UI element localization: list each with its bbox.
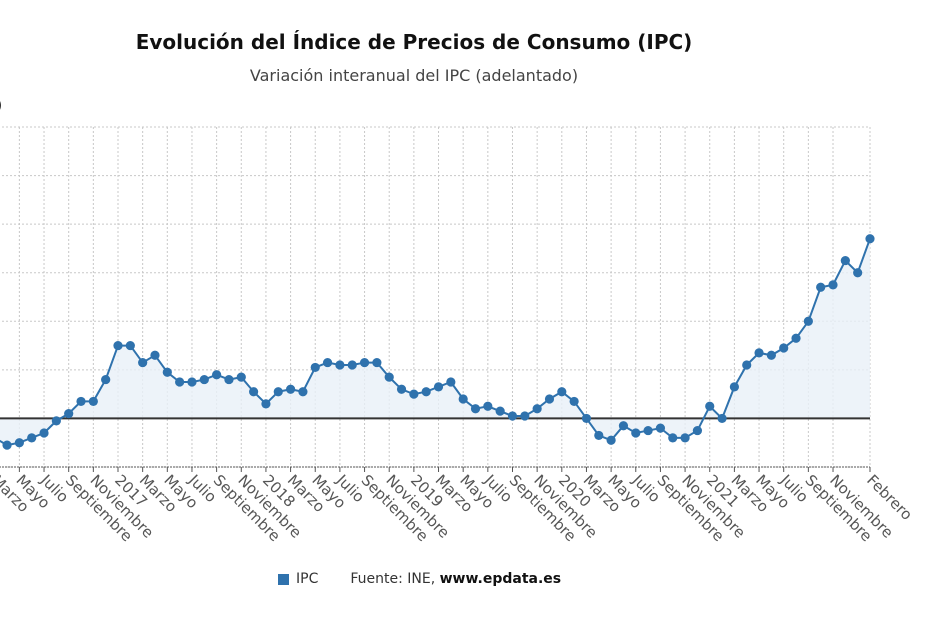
data-point [840,255,850,266]
data-point [175,377,185,387]
data-point [396,384,407,394]
data-point [27,433,37,443]
data-point [310,362,320,373]
source-note: Fuente: INE, www.epdata.es [350,571,561,587]
data-point [101,374,111,385]
data-point [692,425,703,436]
data-point [409,389,419,399]
data-point [212,370,222,380]
data-point [606,435,616,445]
data-point [791,333,801,343]
data-point [680,433,690,443]
data-point [372,357,382,368]
data-point [742,360,752,370]
data-point [532,404,542,414]
data-point [520,411,530,421]
data-point [2,440,12,450]
data-point [458,394,468,404]
data-point [249,387,259,397]
data-point [359,357,370,368]
legend: IPC Fuente: INE, www.epdata.es [278,571,561,587]
source-site[interactable]: www.epdata.es [439,571,562,587]
data-point [495,406,505,416]
data-point [655,423,666,433]
data-point [803,316,813,326]
data-point [779,343,789,353]
data-point [88,396,98,407]
data-point [507,411,518,421]
data-point [828,280,838,290]
chart-subtitle: Variación interanual del IPC (adelantado… [249,66,579,85]
data-point [187,377,197,387]
data-point [125,340,135,351]
data-point [729,382,739,392]
data-point [816,282,826,292]
data-point [754,348,764,358]
data-point [421,387,431,397]
data-point [544,394,555,404]
data-point [594,430,604,441]
data-point [261,399,271,409]
data-point [285,384,296,394]
data-point [39,428,49,438]
y-axis-label: (%) [0,98,2,114]
data-point [150,350,160,360]
data-point [569,396,579,407]
data-point [76,396,86,407]
data-point [138,357,148,368]
data-point [113,340,123,351]
chart-title: Evolución del Índice de Precios de Consu… [135,30,693,54]
data-point [470,404,481,414]
data-point [631,428,641,438]
data-point [766,350,776,360]
data-point [483,401,493,411]
data-point [853,268,863,278]
data-point [581,413,592,424]
series-area [0,238,870,446]
data-point [865,234,875,244]
legend-swatch [278,573,289,585]
data-point [236,372,246,382]
data-point [446,377,456,387]
data-point [347,360,357,370]
data-point [557,387,567,397]
data-point [224,374,234,385]
data-point [705,401,715,411]
data-point [335,360,345,370]
data-point [162,367,172,377]
data-point [64,408,74,419]
legend-label: IPC [296,571,319,587]
data-point [618,421,629,431]
data-point [14,438,24,448]
data-point [51,416,61,426]
data-point [298,387,308,397]
data-point [384,372,394,382]
data-point [322,357,333,368]
data-point [199,374,209,385]
data-point [643,425,653,436]
source-prefix: Fuente: INE, [350,571,440,587]
data-point [433,382,444,392]
data-point [717,413,727,424]
data-point [668,433,678,443]
data-point [273,387,283,397]
